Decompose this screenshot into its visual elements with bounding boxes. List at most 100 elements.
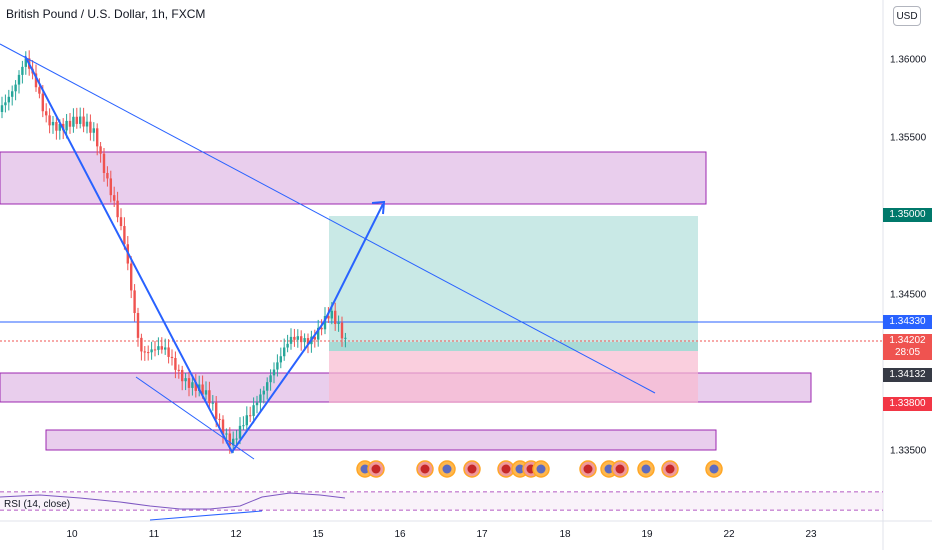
- candle-body: [14, 84, 17, 92]
- flag-center-icon: [501, 464, 511, 474]
- candle-body: [191, 382, 194, 388]
- time-tick: 23: [805, 529, 817, 540]
- candle-body: [123, 226, 126, 245]
- candle-body: [327, 316, 330, 319]
- candle-body: [82, 116, 85, 127]
- candle-body: [272, 369, 276, 376]
- loss-area[interactable]: [329, 351, 698, 403]
- candle-body: [252, 405, 255, 416]
- candle-body: [79, 116, 82, 124]
- downtrend-line[interactable]: [0, 43, 656, 394]
- wave-path[interactable]: [24, 55, 325, 454]
- candle-body: [334, 310, 337, 324]
- support-zone-lower[interactable]: [45, 429, 717, 451]
- candle-body: [150, 349, 153, 353]
- time-tick: 10: [66, 529, 78, 540]
- time-tick: 19: [641, 529, 653, 540]
- channel-line[interactable]: [135, 376, 255, 460]
- candle-body: [286, 343, 289, 348]
- time-tick: 15: [312, 529, 324, 540]
- candle-body: [92, 128, 95, 133]
- candle-body: [174, 358, 177, 370]
- candle-body: [11, 91, 14, 97]
- bar-countdown: 28:05: [894, 347, 921, 358]
- candle-body: [55, 121, 58, 131]
- candle-body: [89, 121, 92, 133]
- candle-body: [259, 394, 262, 403]
- last-price-tag: 1.34202 28:05: [883, 334, 932, 360]
- candle-body: [201, 384, 204, 395]
- candle-body: [344, 337, 347, 339]
- candle-body: [279, 356, 282, 363]
- entry-band[interactable]: [329, 342, 698, 351]
- economic-events[interactable]: [356, 460, 723, 478]
- candle-body: [245, 415, 248, 426]
- candle-body: [255, 402, 259, 406]
- flag-center-icon: [604, 464, 614, 474]
- currency-button[interactable]: USD: [893, 6, 921, 26]
- candle-body: [4, 102, 7, 106]
- long-position-tool[interactable]: [329, 216, 698, 403]
- candle-body: [116, 200, 119, 218]
- candle-body: [34, 73, 38, 88]
- candle-body: [235, 438, 238, 440]
- candle-body: [41, 93, 44, 112]
- candle-body: [225, 433, 228, 435]
- candle-body: [204, 390, 208, 395]
- candle-body: [147, 352, 150, 354]
- candle-body: [68, 120, 72, 127]
- flag-center-icon: [420, 464, 430, 474]
- candle-body: [109, 178, 112, 196]
- flag-center-icon: [515, 464, 525, 474]
- candle-body: [249, 415, 252, 417]
- candle-body: [96, 128, 99, 147]
- candle-body: [130, 263, 133, 291]
- rsi-pane[interactable]: [0, 491, 883, 521]
- symbol-title[interactable]: British Pound / U.S. Dollar, 1h, FXCM: [6, 7, 206, 21]
- candle-body: [266, 382, 269, 391]
- candlestick-series: [0, 50, 347, 454]
- time-tick: 11: [148, 529, 160, 540]
- candle-body: [75, 116, 78, 124]
- time-tick: 22: [723, 529, 735, 540]
- candle-body: [170, 356, 174, 359]
- candle-body: [208, 390, 211, 404]
- candle-body: [102, 153, 106, 173]
- candle-body: [317, 327, 320, 340]
- candle-body: [320, 327, 323, 330]
- candle-body: [0, 105, 4, 112]
- candle-body: [187, 378, 191, 388]
- candle-body: [38, 87, 41, 94]
- flag-center-icon: [709, 464, 719, 474]
- projection-arrow[interactable]: [323, 203, 384, 323]
- price-tick: 1.34500: [890, 289, 927, 301]
- entry-price-tag: 1.34132: [883, 368, 932, 382]
- horizontal-line-price-tag: 1.34330: [883, 315, 932, 329]
- rsi-band-fill: [0, 492, 883, 510]
- flag-center-icon: [641, 464, 651, 474]
- candle-body: [24, 58, 27, 67]
- candle-body: [303, 338, 306, 343]
- profit-area[interactable]: [329, 216, 698, 342]
- candle-body: [184, 378, 187, 382]
- candle-body: [283, 347, 286, 357]
- candle-body: [177, 369, 180, 371]
- candle-body: [65, 120, 68, 131]
- candle-body: [164, 347, 167, 350]
- resistance-zone[interactable]: [0, 151, 707, 205]
- candle-body: [330, 310, 333, 319]
- candle-body: [337, 322, 340, 324]
- candle-body: [136, 313, 140, 338]
- candle-body: [17, 74, 21, 85]
- time-tick: 16: [394, 529, 406, 540]
- candle-body: [194, 382, 197, 391]
- rsi-label[interactable]: RSI (14, close): [4, 499, 71, 510]
- flag-center-icon: [360, 464, 370, 474]
- candle-body: [269, 375, 272, 383]
- candle-body: [215, 402, 218, 419]
- flag-center-icon: [583, 464, 593, 474]
- rsi-divergence-line[interactable]: [149, 510, 263, 521]
- candle-body: [242, 425, 245, 427]
- candle-body: [143, 351, 146, 353]
